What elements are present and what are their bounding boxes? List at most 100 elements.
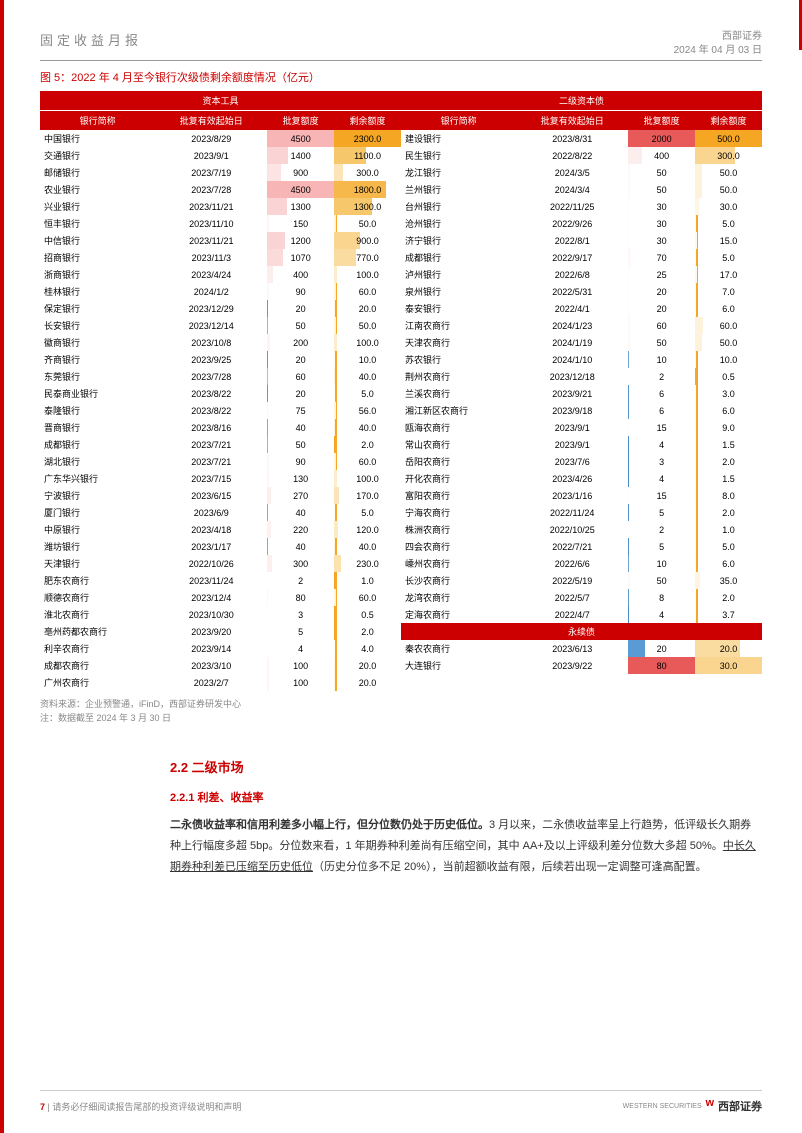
value-cell: 30.0 xyxy=(695,657,762,674)
col-header: 批复额度 xyxy=(628,111,695,131)
value-cell: 20 xyxy=(628,640,695,657)
value-cell: 1300.0 xyxy=(334,198,401,215)
value-cell: 2 xyxy=(628,521,695,538)
value-cell: 6 xyxy=(628,402,695,419)
col-header: 批复额度 xyxy=(267,111,334,131)
perpetual-header: 永续债 xyxy=(401,623,762,640)
value-cell: 1.5 xyxy=(695,436,762,453)
table-row: 广州农商行2023/2/710020.0 xyxy=(40,674,762,691)
date-cell: 2023/9/25 xyxy=(155,351,267,368)
bank-name: 宁海农商行 xyxy=(401,504,516,521)
value-cell: 20 xyxy=(628,300,695,317)
value-cell: 1.0 xyxy=(334,572,401,589)
bank-name: 泸州银行 xyxy=(401,266,516,283)
table-row: 广东华兴银行2023/7/15130100.0开化农商行2023/4/2641.… xyxy=(40,470,762,487)
value-cell: 100.0 xyxy=(334,266,401,283)
value-cell: 90 xyxy=(267,283,334,300)
date-cell: 2023/12/4 xyxy=(155,589,267,606)
value-cell: 60.0 xyxy=(334,283,401,300)
date-cell: 2023/9/1 xyxy=(516,436,628,453)
date-cell: 2023/9/22 xyxy=(516,657,628,674)
bank-name: 龙湾农商行 xyxy=(401,589,516,606)
section-h2: 2.2 二级市场 xyxy=(170,756,762,781)
value-cell: 0.5 xyxy=(334,606,401,623)
table-row: 兴业银行2023/11/2113001300.0台州银行2022/11/2530… xyxy=(40,198,762,215)
value-cell: 4.0 xyxy=(334,640,401,657)
date-cell: 2023/7/6 xyxy=(516,453,628,470)
value-cell: 220 xyxy=(267,521,334,538)
value-cell: 8 xyxy=(628,589,695,606)
bank-name: 东莞银行 xyxy=(40,368,155,385)
value-cell: 6.0 xyxy=(695,402,762,419)
table-row: 招商银行2023/11/31070770.0成都银行2022/9/17705.0 xyxy=(40,249,762,266)
table-row: 中国银行2023/8/2945002300.0建设银行2023/8/312000… xyxy=(40,130,762,147)
value-cell: 100 xyxy=(267,657,334,674)
value-cell: 2000 xyxy=(628,130,695,147)
value-cell: 80 xyxy=(628,657,695,674)
date-cell: 2023/10/8 xyxy=(155,334,267,351)
bank-name: 肥东农商行 xyxy=(40,572,155,589)
value-cell: 300.0 xyxy=(695,147,762,164)
table-row: 晋商银行2023/8/164040.0瓯海农商行2023/9/1159.0 xyxy=(40,419,762,436)
value-cell: 2.0 xyxy=(695,589,762,606)
date-cell: 2023/1/17 xyxy=(155,538,267,555)
value-cell: 5.0 xyxy=(334,504,401,521)
value-cell: 400 xyxy=(628,147,695,164)
bank-name: 开化农商行 xyxy=(401,470,516,487)
bank-name: 天津银行 xyxy=(40,555,155,572)
bank-name: 广东华兴银行 xyxy=(40,470,155,487)
bank-name: 徽商银行 xyxy=(40,334,155,351)
table-row: 中信银行2023/11/211200900.0济宁银行2022/8/13015.… xyxy=(40,232,762,249)
date-cell: 2024/3/5 xyxy=(516,164,628,181)
bank-name: 常山农商行 xyxy=(401,436,516,453)
table-row: 邮储银行2023/7/19900300.0龙江银行2024/3/55050.0 xyxy=(40,164,762,181)
value-cell: 10.0 xyxy=(334,351,401,368)
date-cell: 2023/11/21 xyxy=(155,198,267,215)
value-cell: 270 xyxy=(267,487,334,504)
date-cell: 2022/5/19 xyxy=(516,572,628,589)
page-number: 7 xyxy=(40,1102,45,1112)
table-row: 恒丰银行2023/11/1015050.0沧州银行2022/9/26305.0 xyxy=(40,215,762,232)
date-cell: 2023/4/18 xyxy=(155,521,267,538)
value-cell: 1.5 xyxy=(695,470,762,487)
date-cell: 2024/1/23 xyxy=(516,317,628,334)
bank-name: 兰溪农商行 xyxy=(401,385,516,402)
bank-name: 齐商银行 xyxy=(40,351,155,368)
date-cell: 2022/9/17 xyxy=(516,249,628,266)
bank-name: 嵊州农商行 xyxy=(401,555,516,572)
date-cell: 2022/5/7 xyxy=(516,589,628,606)
table-row: 顺德农商行2023/12/48060.0龙湾农商行2022/5/782.0 xyxy=(40,589,762,606)
bank-name: 中信银行 xyxy=(40,232,155,249)
value-cell: 6.0 xyxy=(695,300,762,317)
value-cell: 5 xyxy=(628,538,695,555)
value-cell: 100.0 xyxy=(334,334,401,351)
col-header: 剩余额度 xyxy=(695,111,762,131)
date-cell: 2023/8/22 xyxy=(155,402,267,419)
logo-en: WESTERN SECURITIES xyxy=(623,1103,702,1110)
header-meta: 西部证券 2024 年 04 月 03 日 xyxy=(674,30,762,58)
table-row: 桂林银行2024/1/29060.0泉州银行2022/5/31207.0 xyxy=(40,283,762,300)
date-cell: 2023/6/15 xyxy=(155,487,267,504)
value-cell: 1300 xyxy=(267,198,334,215)
main-table: 资本工具 二级资本债 银行简称批复有效起始日批复额度剩余额度银行简称批复有效起始… xyxy=(40,91,762,691)
date-cell: 2023/11/24 xyxy=(155,572,267,589)
value-cell: 40.0 xyxy=(334,368,401,385)
date-cell: 2023/7/19 xyxy=(155,164,267,181)
value-cell: 50 xyxy=(628,572,695,589)
value-cell: 6 xyxy=(628,385,695,402)
bank-name: 龙江银行 xyxy=(401,164,516,181)
value-cell: 1070 xyxy=(267,249,334,266)
footer-disclaimer: 请务必仔细阅读报告尾部的投资评级说明和声明 xyxy=(52,1102,241,1112)
bank-name: 广州农商行 xyxy=(40,674,155,691)
date-cell: 2023/11/21 xyxy=(155,232,267,249)
table-row: 齐商银行2023/9/252010.0苏农银行2024/1/101010.0 xyxy=(40,351,762,368)
value-cell: 20.0 xyxy=(334,674,401,691)
value-cell: 300 xyxy=(267,555,334,572)
value-cell: 1200 xyxy=(267,232,334,249)
date-cell: 2023/7/21 xyxy=(155,436,267,453)
date-cell: 2022/11/25 xyxy=(516,198,628,215)
bank-name: 富阳农商行 xyxy=(401,487,516,504)
value-cell: 1800.0 xyxy=(334,181,401,198)
col-header: 批复有效起始日 xyxy=(155,111,267,131)
date-cell: 2024/1/10 xyxy=(516,351,628,368)
